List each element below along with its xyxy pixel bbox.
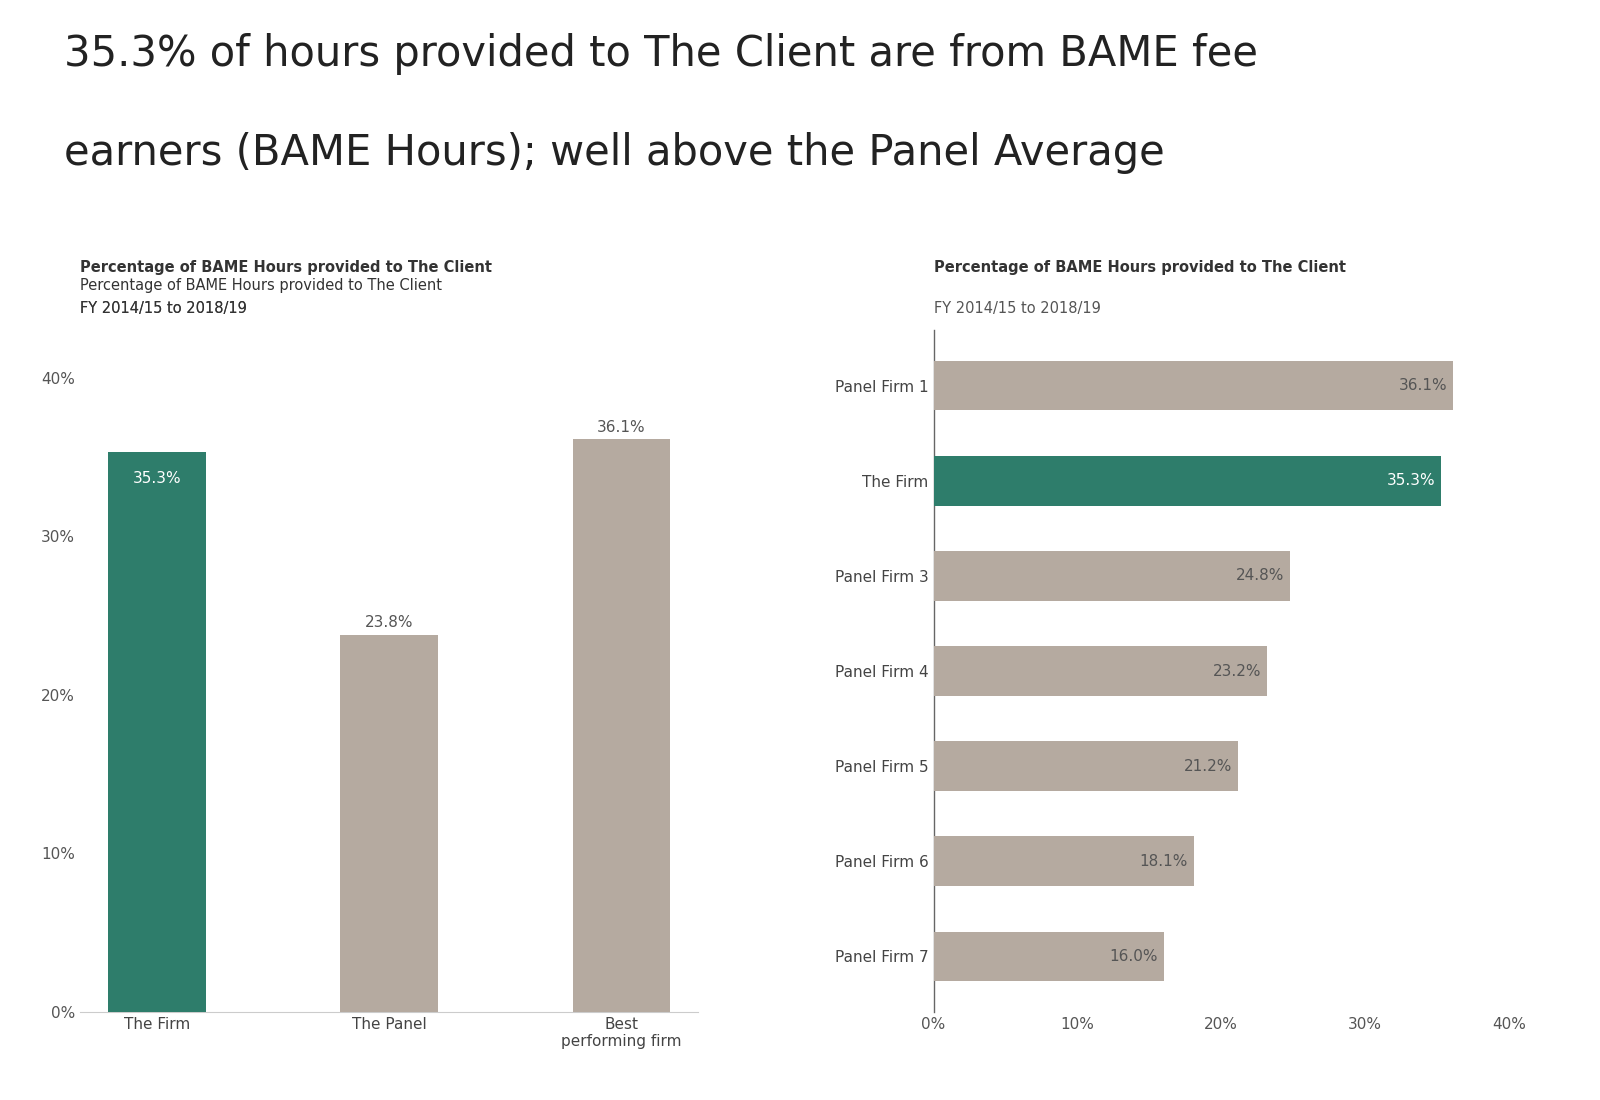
Text: 36.1%: 36.1%	[597, 420, 646, 434]
Bar	[933, 741, 1238, 791]
Text: Percentage of BAME Hours provided to The Client: Percentage of BAME Hours provided to The…	[933, 261, 1346, 275]
Bar	[341, 635, 438, 1012]
Text: 21.2%: 21.2%	[1184, 759, 1232, 773]
Text: 35.3%: 35.3%	[133, 471, 181, 486]
Text: Percentage of BAME Hours provided to The Client: Percentage of BAME Hours provided to The…	[80, 261, 493, 275]
Text: 35.3% of hours provided to The Client are from BAME fee: 35.3% of hours provided to The Client ar…	[64, 33, 1258, 75]
Text: earners (BAME Hours); well above the Panel Average: earners (BAME Hours); well above the Pan…	[64, 132, 1165, 174]
Bar	[933, 551, 1290, 601]
Bar	[933, 361, 1453, 410]
Text: 24.8%: 24.8%	[1237, 569, 1285, 583]
Text: 35.3%: 35.3%	[1387, 473, 1435, 488]
Bar	[933, 932, 1163, 981]
Text: 16.0%: 16.0%	[1109, 949, 1158, 964]
Text: Percentage of BAME Hours provided to The Client
FY 2014/15 to 2018/19: Percentage of BAME Hours provided to The…	[80, 278, 442, 317]
Bar	[933, 456, 1442, 506]
Text: 23.8%: 23.8%	[365, 615, 413, 630]
Text: FY 2014/15 to 2018/19: FY 2014/15 to 2018/19	[933, 301, 1101, 317]
Text: 18.1%: 18.1%	[1139, 854, 1189, 869]
Bar	[933, 836, 1194, 886]
Bar	[109, 452, 206, 1012]
Text: FY 2014/15 to 2018/19: FY 2014/15 to 2018/19	[80, 301, 246, 317]
Bar	[573, 439, 670, 1012]
Bar	[933, 647, 1267, 695]
Text: 36.1%: 36.1%	[1398, 378, 1446, 393]
Text: 23.2%: 23.2%	[1213, 663, 1261, 679]
